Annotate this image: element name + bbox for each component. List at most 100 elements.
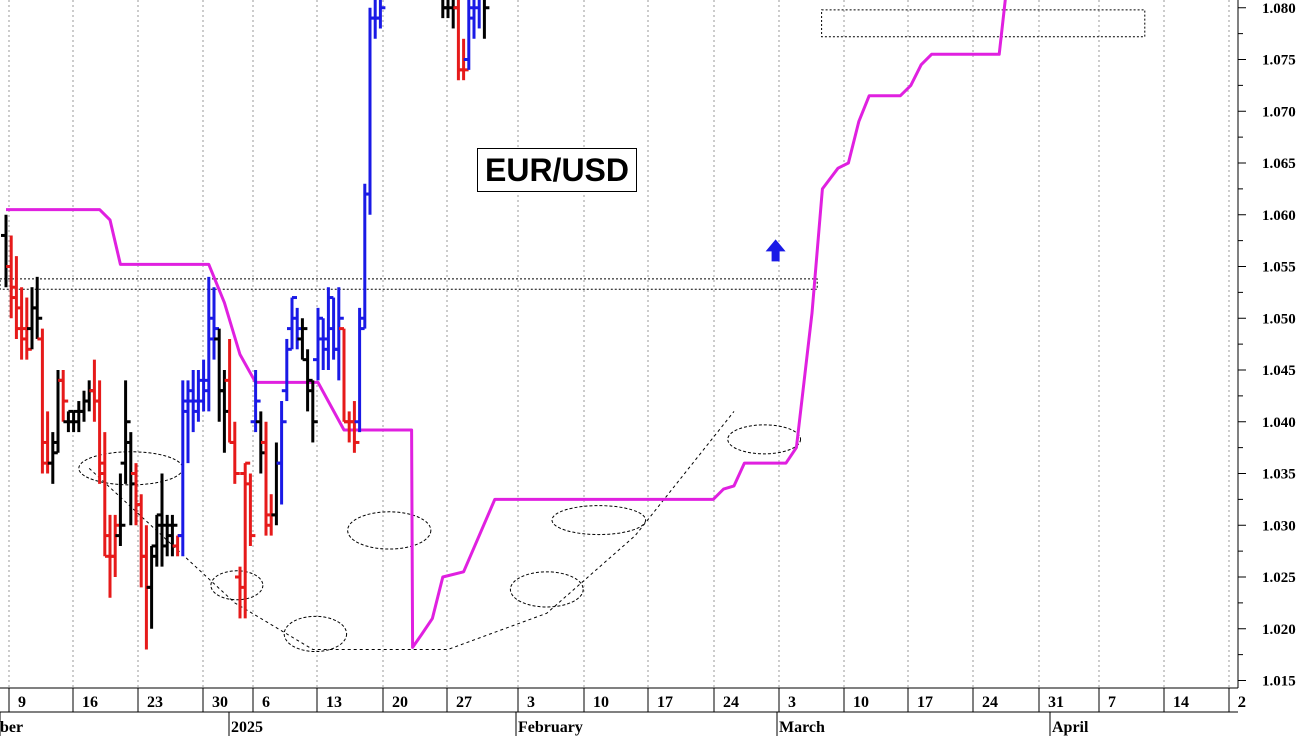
ohlc-bar	[359, 183, 370, 329]
y-tick-label: 1.080	[1262, 1, 1296, 17]
ohlc-bar	[245, 473, 256, 546]
pivot-ellipse	[551, 505, 647, 536]
ohlc-bar	[6, 235, 17, 319]
ohlc-bar	[53, 370, 63, 453]
ohlc-bar	[318, 318, 329, 370]
y-tick-label: 1.055	[1262, 260, 1296, 276]
ohlc-bar	[198, 359, 209, 412]
x-tick-label: 14	[1173, 694, 1189, 711]
ohlc-bar	[469, 0, 476, 39]
ohlc-bar	[349, 401, 360, 453]
ohlc-bar	[474, 0, 481, 29]
x-tick-label: 7	[1108, 694, 1116, 711]
x-month-label: February	[518, 719, 583, 736]
ohlc-bar	[276, 401, 287, 505]
range-box	[0, 278, 818, 290]
ohlc-bar	[250, 370, 261, 433]
ohlc-bar	[172, 534, 183, 557]
ohlc-bar	[224, 338, 235, 444]
range-box	[821, 9, 1146, 38]
ohlc-bar	[240, 461, 251, 619]
x-tick-label: 16	[82, 694, 98, 711]
ohlc-bar	[183, 380, 193, 464]
ohlc-bar	[209, 287, 219, 360]
ohlc-bar	[287, 296, 297, 350]
ohlc-bar	[157, 473, 167, 567]
y-tick-label: 1.065	[1262, 156, 1296, 172]
pivot-ellipse	[509, 571, 584, 608]
ohlc-bar	[47, 432, 58, 484]
ohlc-bar	[219, 370, 230, 453]
ohlc-bar	[443, 0, 450, 19]
ohlc-bar	[463, 0, 474, 70]
y-tick-label: 1.070	[1262, 104, 1296, 120]
x-tick-label: 20	[392, 694, 408, 711]
x-tick-label: 13	[326, 694, 342, 711]
ohlc-bar	[354, 307, 365, 433]
ohlc-bar	[307, 380, 318, 443]
ohlc-bar	[146, 544, 157, 629]
y-tick-label: 1.075	[1262, 53, 1296, 69]
ohlc-bar	[84, 380, 95, 412]
x-month-label: ber	[0, 719, 23, 736]
pivot-ellipse	[283, 615, 348, 653]
ohlc-bar	[281, 338, 292, 402]
ohlc-bar	[344, 411, 355, 443]
ohlc-bar	[131, 463, 141, 526]
x-tick-label: 17	[657, 694, 673, 711]
x-tick-label: 17	[917, 694, 933, 711]
x-tick-label: 3	[788, 694, 796, 711]
ohlc-bar	[16, 287, 27, 360]
x-tick-label: 30	[212, 694, 228, 711]
ohlc-bar	[261, 421, 271, 536]
up-arrow-icon	[765, 239, 786, 262]
ohlc-bar	[235, 566, 245, 619]
ohlc-bar	[37, 328, 48, 474]
ohlc-bar	[313, 307, 323, 381]
ohlc-bar	[375, 0, 386, 29]
ohlc-bar	[167, 514, 178, 557]
ohlc-bar	[162, 514, 173, 557]
pivot-ellipse	[210, 570, 264, 601]
ohlc-bar	[271, 442, 282, 526]
x-tick-label: 3	[527, 694, 535, 711]
ohlc-bar	[203, 276, 214, 412]
y-tick-label: 1.040	[1262, 415, 1296, 431]
ohlc-bar	[229, 421, 240, 484]
ohlc-bar	[94, 380, 105, 484]
ohlc-bar	[120, 380, 131, 484]
y-tick-label: 1.025	[1262, 570, 1296, 586]
ohlc-bar	[115, 473, 126, 546]
pivot-ellipse	[727, 424, 802, 455]
x-tick-label: 2	[1238, 694, 1246, 711]
x-month-label: March	[779, 719, 825, 736]
ohlc-bar	[125, 432, 136, 526]
y-tick-label: 1.020	[1262, 622, 1296, 638]
y-tick-label: 1.030	[1262, 518, 1296, 534]
x-tick-label: 9	[18, 694, 26, 711]
ohlc-bar	[333, 287, 344, 381]
ohlc-bar	[339, 327, 349, 424]
x-tick-label: 6	[262, 694, 270, 711]
y-tick-label: 1.015	[1262, 674, 1296, 690]
ohlc-bar	[110, 514, 121, 577]
ohlc-bar	[89, 359, 100, 422]
trailing-stop-line	[6, 0, 1007, 649]
ohlc-bar	[177, 380, 188, 557]
ohlc-bar	[58, 370, 69, 422]
chart-title: EUR/USD	[477, 148, 637, 192]
x-tick-label: 31	[1048, 694, 1064, 711]
ohlc-bar	[32, 276, 43, 339]
y-tick-label: 1.045	[1262, 363, 1296, 379]
ohlc-bar	[193, 370, 204, 422]
support-line	[88, 411, 735, 650]
y-tick-label: 1.050	[1262, 311, 1296, 327]
pivot-ellipse	[347, 511, 432, 550]
ohlc-bar	[99, 432, 110, 557]
x-tick-label: 23	[147, 694, 163, 711]
ohlc-bar	[453, 0, 464, 81]
x-tick-label: 24	[723, 694, 739, 711]
ohlc-bar	[302, 349, 313, 412]
ohlc-bar	[365, 7, 375, 215]
